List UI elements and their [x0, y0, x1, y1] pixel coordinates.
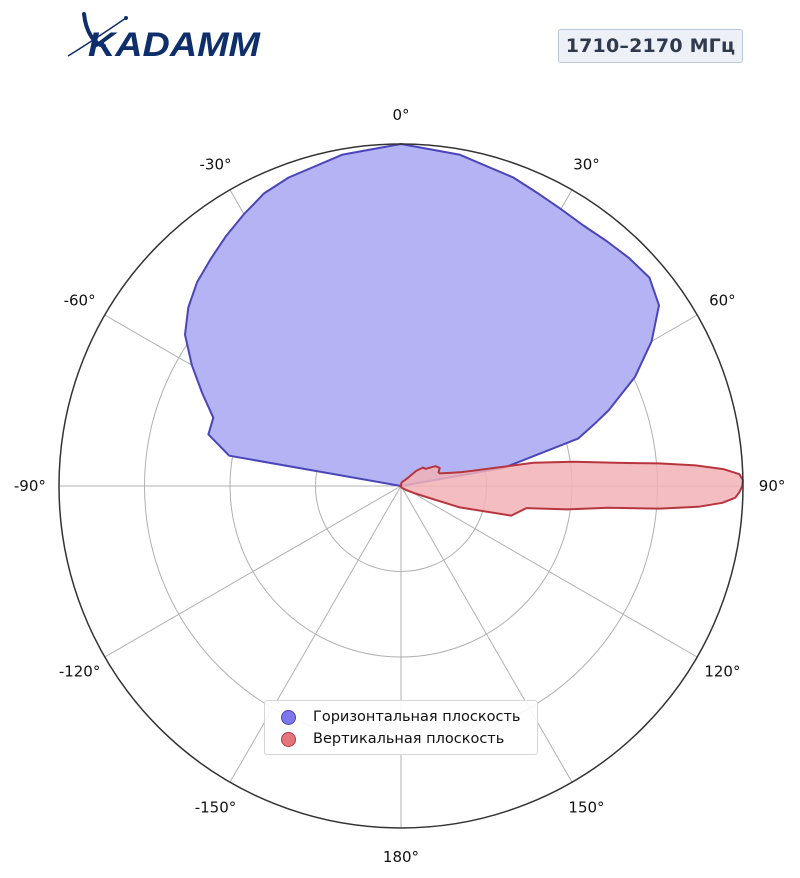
angle-tick-label: 150° — [568, 798, 604, 816]
chart-legend: Горизонтальная плоскость Вертикальная пл… — [264, 700, 538, 755]
angle-tick-label: 180° — [383, 848, 419, 866]
angle-tick-label: 60° — [709, 292, 736, 310]
legend-item-vertical: Вертикальная плоскость — [281, 729, 504, 749]
outer-ring — [58, 143, 744, 829]
legend-label-vertical: Вертикальная плоскость — [313, 731, 505, 747]
angle-tick-label: -90° — [14, 477, 46, 495]
frequency-badge: 1710–2170 МГц — [558, 29, 743, 63]
angle-tick-label: 30° — [573, 156, 600, 174]
grid-spoke — [229, 485, 402, 783]
grid-spoke — [104, 485, 402, 658]
polar-outline — [58, 143, 744, 829]
logo-text: KADAMM — [88, 26, 261, 62]
angle-tick-label: -30° — [200, 156, 232, 174]
legend-item-horizontal: Горизонтальная плоскость — [281, 707, 520, 727]
grid-spoke — [400, 485, 698, 658]
angle-labels: 0° 30° 60° 90° 120° 150° 180° -150° -120° -90° -60… — [14, 106, 785, 866]
logo-swoosh-icon — [82, 12, 106, 48]
logo-graphic: KADAMM — [67, 12, 261, 62]
angle-tick-label: 120° — [704, 663, 740, 681]
legend-swatch-horizontal — [281, 709, 296, 725]
angle-tick-label: -60° — [64, 292, 96, 310]
angle-tick-label: -150° — [195, 798, 237, 816]
series-horizontal-plane — [184, 143, 660, 487]
angle-tick-label: 0° — [392, 106, 409, 124]
angle-tick-label: -120° — [59, 663, 101, 681]
legend-label-horizontal: Горизонтальная плоскость — [313, 709, 521, 725]
polar-series — [184, 143, 744, 517]
series-vertical-plane — [400, 460, 744, 517]
grid-spoke — [400, 485, 573, 783]
logo-orbit-icon — [67, 17, 127, 57]
angle-tick-label: 90° — [759, 477, 786, 495]
kadamm-logo: KADAMM — [64, 6, 264, 62]
logo-dot-icon — [124, 16, 128, 20]
legend-swatch-vertical — [281, 731, 296, 747]
